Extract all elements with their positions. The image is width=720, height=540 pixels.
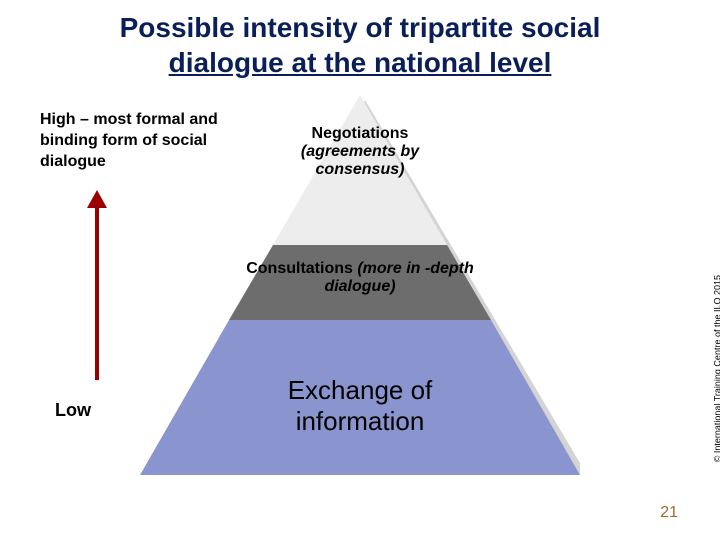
arrow-shaft <box>95 206 99 380</box>
tier-top-subtitle: (agreements by consensus) <box>301 143 419 178</box>
title-line1: Possible intensity of tripartite social <box>120 12 601 43</box>
slide: Possible intensity of tripartite social … <box>0 0 720 540</box>
label-low: Low <box>55 400 91 421</box>
tier-bot-text: Exchange of information <box>210 375 510 437</box>
tier-mid-text: Consultations (more in -depth dialogue) <box>220 260 500 296</box>
tier-bot-line2: information <box>296 406 425 436</box>
tier-mid-lead: Consultations <box>246 260 353 277</box>
pyramid-diagram: Negotiations (agreements by consensus) C… <box>140 95 580 475</box>
tier-top-title: Negotiations <box>312 125 409 142</box>
page-number: 21 <box>660 504 678 522</box>
intensity-arrow <box>92 190 102 380</box>
copyright-text: © International Training Centre of the I… <box>712 275 720 462</box>
label-high-bold: High <box>40 111 76 128</box>
tier-bot-line1: Exchange of <box>288 375 433 405</box>
slide-title: Possible intensity of tripartite social … <box>50 10 670 80</box>
title-line2: dialogue at the national level <box>169 47 552 78</box>
tier-top-text: Negotiations (agreements by consensus) <box>260 125 460 179</box>
